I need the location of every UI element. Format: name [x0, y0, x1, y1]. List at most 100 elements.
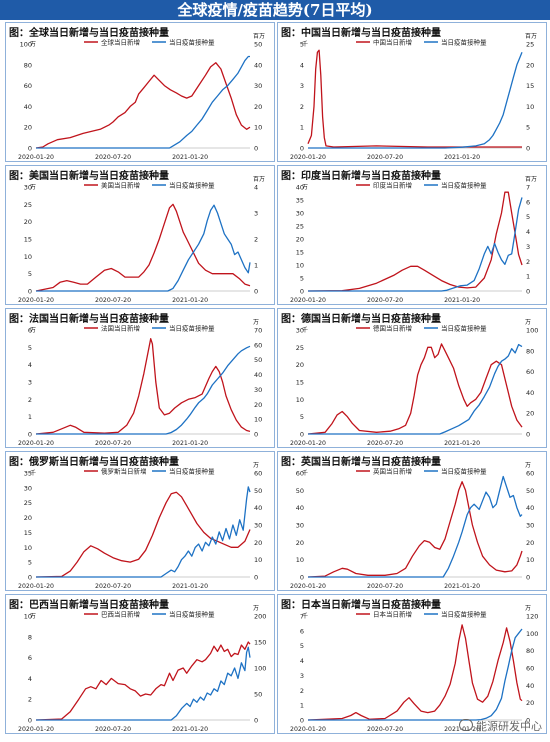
series-line-cases	[35, 491, 251, 578]
chart-svg-global: 0 20 40 60 80 100 0 10 20 30 40 50 万 百万 2020-01-20 2020…	[18, 33, 265, 161]
right-tick-label: 15	[526, 82, 534, 90]
right-tick-label: 20	[254, 401, 262, 409]
series-line-cases	[35, 62, 251, 149]
right-tick-label: 25	[526, 41, 534, 49]
right-tick-label: 0	[254, 431, 258, 439]
chart-panel-india: 图：印度当日新增与当日疫苗接种量 0 5 10 15 20 25 30 35 40 0 1 2 3 4 5 6 7…	[277, 165, 547, 305]
right-tick-label: 100	[526, 327, 538, 335]
series-line-cases	[307, 343, 523, 435]
left-tick-label: 6	[28, 327, 32, 335]
series-line-cases	[307, 624, 523, 721]
watermark-text: 能源研发中心	[476, 720, 542, 733]
right-tick-label: 10	[526, 103, 534, 111]
chart-panel-japan: 图：日本当日新增与当日疫苗接种量 0 1 2 3 4 5 6 7 0 20 40 60 80 100 120 千…	[277, 594, 547, 734]
left-tick-label: 5	[300, 642, 304, 650]
left-tick-label: 1	[300, 124, 304, 132]
legend-label: 当日疫苗接种量	[169, 610, 215, 619]
right-tick-label: 6	[526, 198, 530, 206]
right-tick-label: 40	[254, 61, 262, 69]
chart-svg-japan: 0 1 2 3 4 5 6 7 0 20 40 60 80 100 120 千 万 2020-01-20 2020-…	[290, 605, 538, 733]
right-tick-label: 2	[254, 236, 258, 244]
left-tick-label: 15	[24, 529, 32, 537]
right-tick-label: 5	[526, 213, 530, 221]
left-tick-label: 0	[300, 574, 304, 582]
right-tick-label: 20	[526, 61, 534, 69]
right-tick-label: 1	[526, 273, 530, 281]
legend-label: 美国当日新增	[101, 181, 140, 190]
left-unit-label: 万	[30, 327, 36, 334]
right-tick-label: 10	[254, 124, 262, 132]
x-tick-label: 2020-01-20	[290, 297, 326, 304]
left-tick-label: 5	[28, 270, 32, 278]
series-line-vaccine	[36, 55, 250, 149]
right-unit-label: 万	[525, 605, 531, 612]
right-unit-label: 百万	[253, 176, 265, 183]
chart-title: 图：日本当日新增与当日疫苗接种量	[281, 600, 441, 611]
series-line-vaccine	[308, 475, 523, 578]
left-unit-label: 千	[30, 469, 36, 477]
series-line-cases	[307, 481, 523, 578]
series-line-cases	[35, 203, 251, 292]
x-tick-label: 2020-01-20	[18, 440, 54, 447]
right-tick-label: 60	[526, 368, 534, 376]
series-line-vaccine	[36, 345, 251, 435]
right-tick-label: 30	[254, 386, 262, 394]
left-tick-label: 25	[24, 201, 32, 209]
watermark: 能源研发中心	[459, 718, 542, 734]
left-tick-label: 25	[296, 223, 304, 231]
series-line-vaccine	[36, 646, 251, 721]
legend-label: 当日疫苗接种量	[441, 324, 487, 333]
right-tick-label: 60	[526, 665, 534, 673]
x-tick-label: 2020-01-20	[18, 726, 54, 733]
left-tick-label: 20	[296, 236, 304, 244]
right-tick-label: 60	[526, 470, 534, 478]
x-tick-label: 2020-01-20	[290, 726, 326, 733]
right-unit-label: 万	[253, 319, 259, 326]
left-tick-label: 30	[24, 484, 32, 492]
right-tick-label: 30	[526, 522, 534, 530]
left-tick-label: 40	[24, 103, 32, 111]
left-tick-label: 10	[24, 544, 32, 552]
left-unit-label: 千	[302, 40, 308, 48]
right-tick-label: 10	[526, 556, 534, 564]
left-tick-label: 15	[24, 236, 32, 244]
right-tick-label: 0	[254, 288, 258, 296]
left-tick-label: 20	[296, 361, 304, 369]
right-unit-label: 百万	[525, 176, 537, 183]
right-unit-label: 万	[253, 605, 259, 612]
right-tick-label: 50	[254, 487, 262, 495]
left-tick-label: 7	[300, 613, 304, 621]
legend-label: 当日疫苗接种量	[169, 38, 215, 47]
legend-label: 俄罗斯当日新增	[101, 467, 147, 476]
left-unit-label: 万	[30, 41, 36, 48]
right-tick-label: 10	[254, 416, 262, 424]
x-tick-label: 2021-01-20	[444, 297, 480, 304]
left-unit-label: 千	[302, 469, 308, 477]
legend-label: 巴西当日新增	[101, 610, 140, 619]
right-tick-label: 20	[526, 410, 534, 418]
left-tick-label: 10	[24, 253, 32, 261]
series-line-vaccine	[308, 52, 523, 149]
wechat-icon	[459, 719, 473, 731]
left-tick-label: 15	[296, 379, 304, 387]
left-tick-label: 4	[300, 61, 304, 69]
series-line-vaccine	[308, 343, 523, 435]
chart-title: 图：英国当日新增与当日疫苗接种量	[281, 457, 441, 468]
chart-title: 图：德国当日新增与当日疫苗接种量	[281, 314, 441, 325]
right-tick-label: 100	[254, 665, 266, 673]
left-tick-label: 3	[300, 672, 304, 680]
left-tick-label: 40	[296, 184, 304, 192]
x-tick-label: 2020-07-20	[95, 583, 131, 590]
left-tick-label: 5	[300, 275, 304, 283]
right-tick-label: 0	[254, 717, 258, 725]
right-tick-label: 2	[526, 258, 530, 266]
right-tick-label: 0	[526, 431, 530, 439]
left-tick-label: 5	[28, 344, 32, 352]
right-tick-label: 40	[254, 371, 262, 379]
series-line-vaccine	[308, 628, 523, 721]
left-tick-label: 40	[296, 504, 304, 512]
right-tick-label: 40	[526, 389, 534, 397]
right-tick-label: 120	[526, 613, 538, 621]
chart-title: 图：法国当日新增与当日疫苗接种量	[9, 314, 169, 325]
